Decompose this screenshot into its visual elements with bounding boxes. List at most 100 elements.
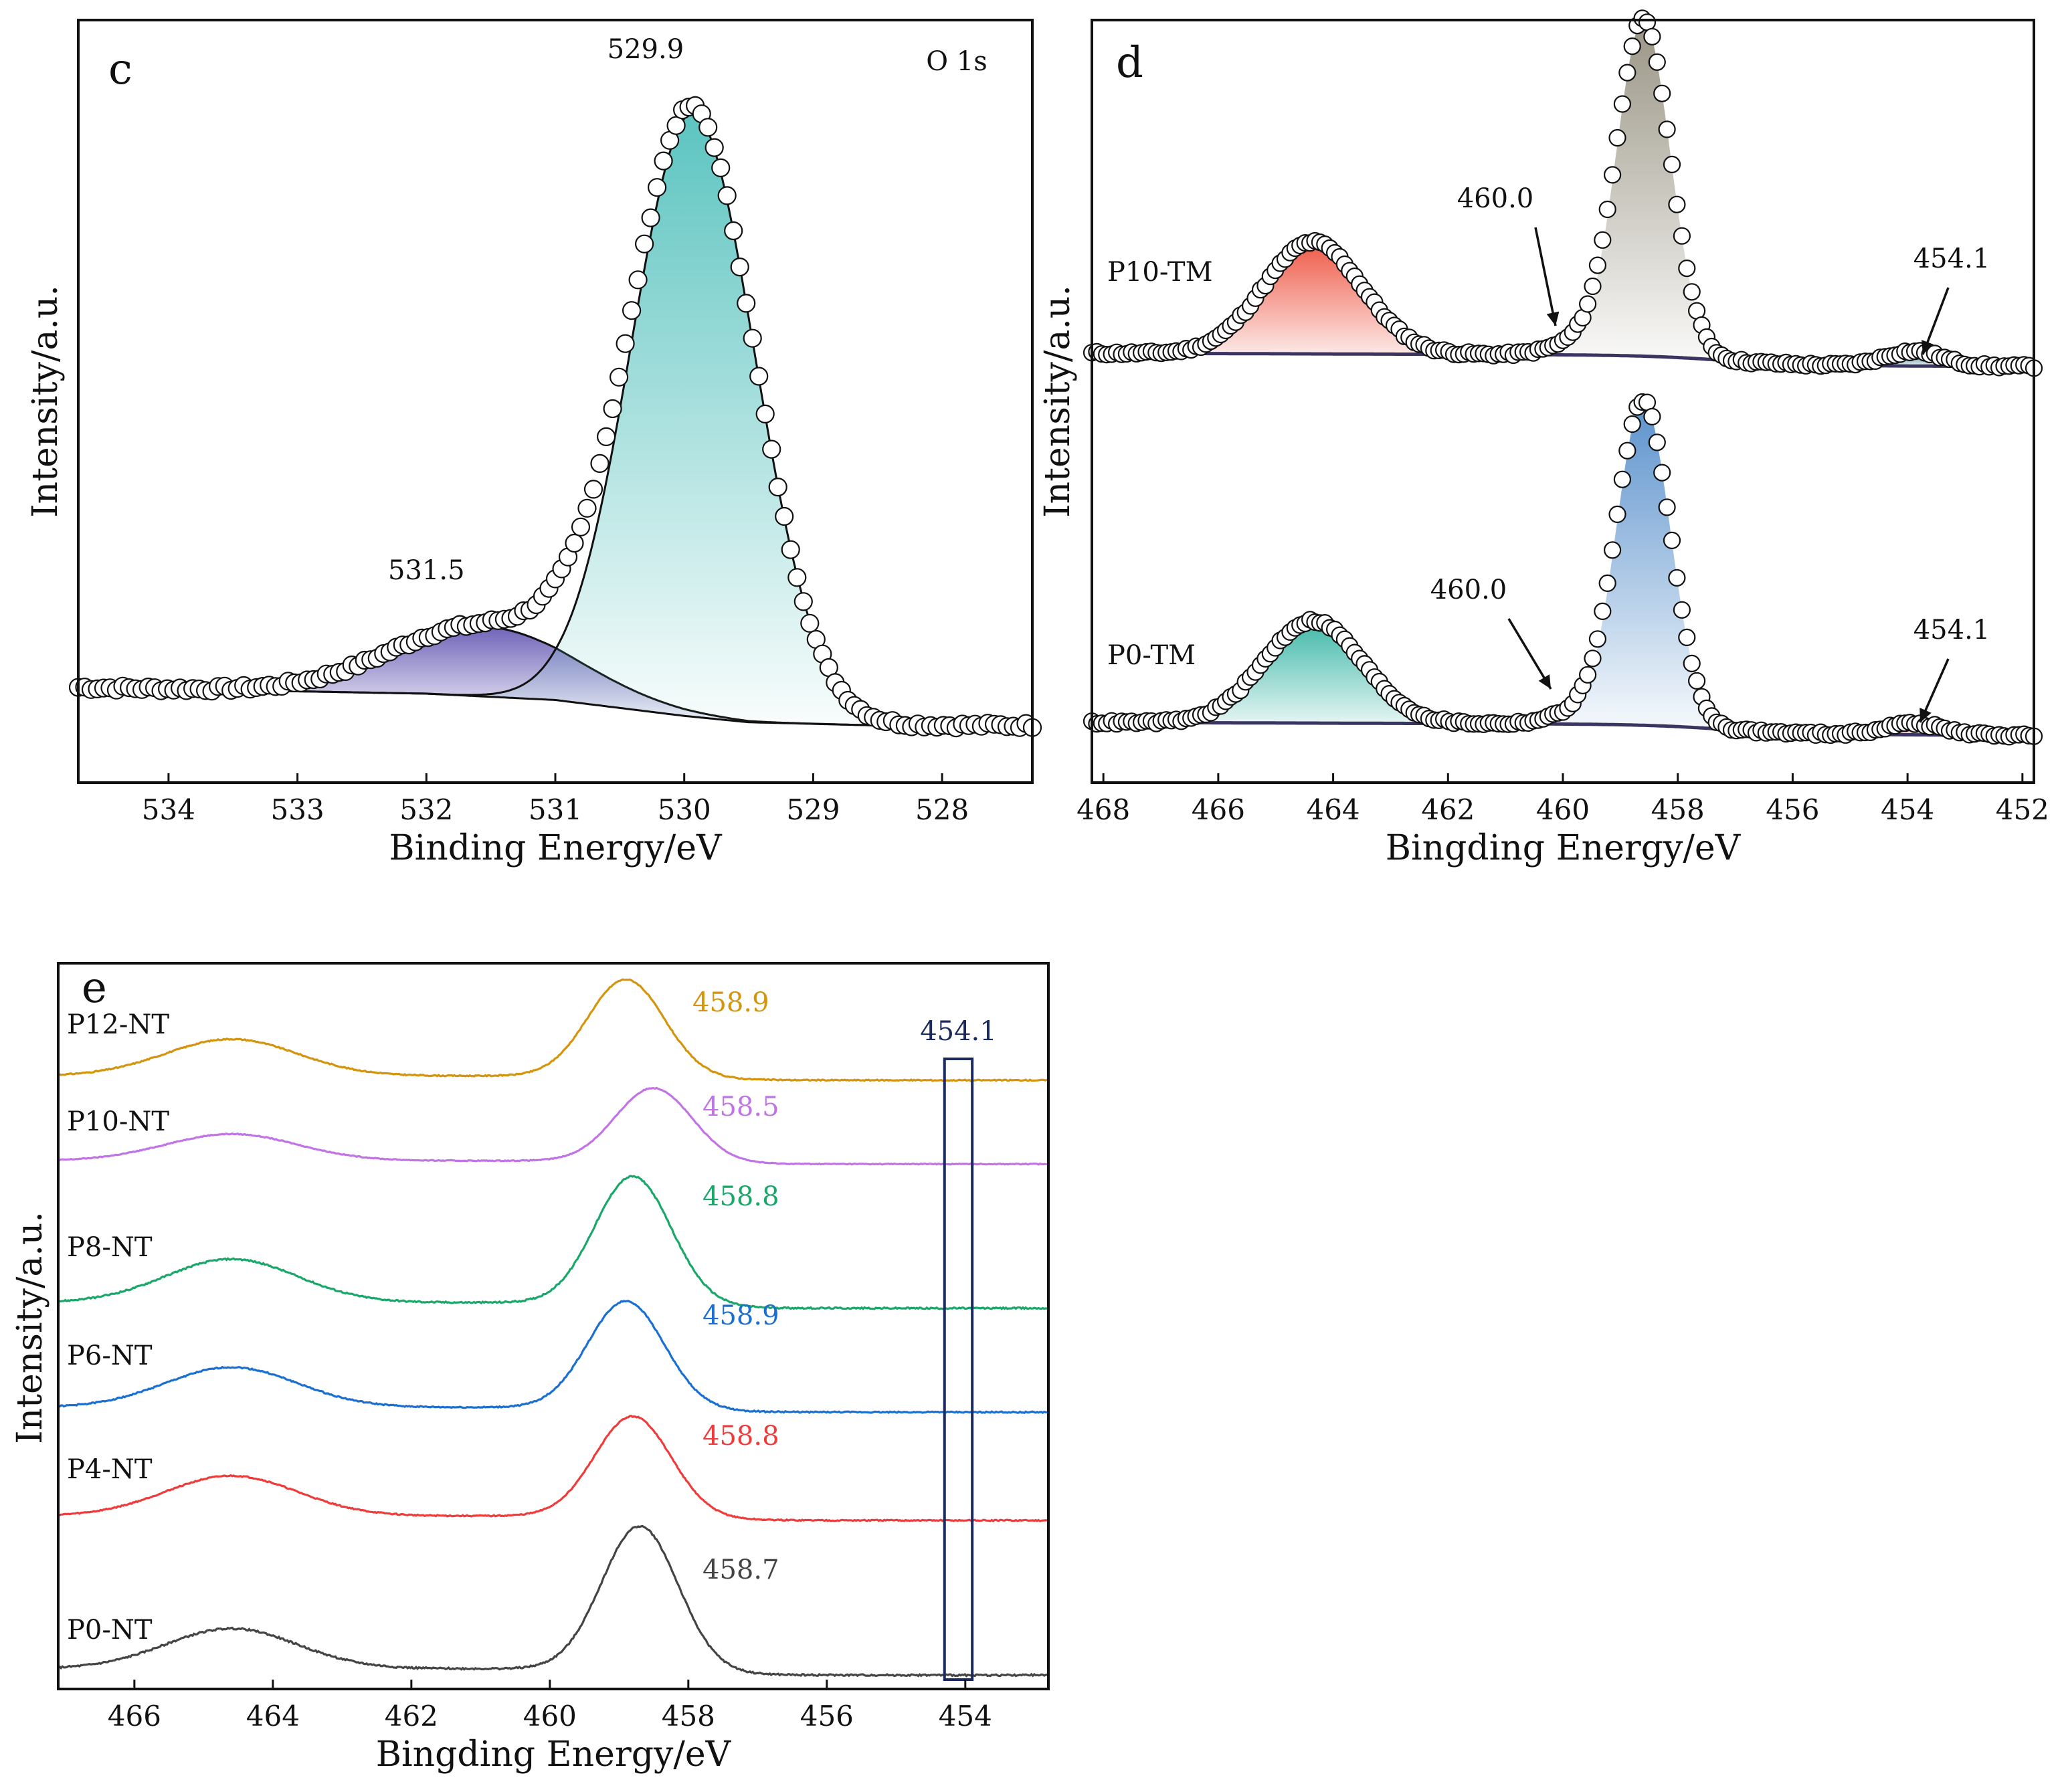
panel-c-data-point — [634, 234, 654, 254]
panel-d-data-point — [1663, 531, 1681, 550]
panel-c-title: O 1s — [926, 46, 987, 77]
panel-d-data-point — [1658, 120, 1676, 138]
panel-d-arrow-head — [1919, 708, 1932, 722]
panel-d-data-point — [1678, 628, 1696, 647]
panel-c-data-point — [565, 533, 584, 553]
panel-e-peak-label: 458.9 — [703, 1300, 779, 1331]
panel-d-annotation-arrow — [1534, 227, 1557, 326]
panel-c-peak-label: 531.5 — [388, 555, 465, 586]
panel-d-annotation-label: 460.0 — [1457, 183, 1534, 214]
panel-d-letter: d — [1116, 38, 1143, 88]
panel-d-data-point — [1673, 601, 1691, 619]
panel-e-xtick-label: 464 — [246, 1700, 300, 1732]
panel-d-data-point — [1623, 415, 1641, 433]
panel-c-data-point — [583, 480, 603, 499]
panel-d-xtick-label: 460 — [1536, 793, 1590, 826]
panel-d-peak-fill — [1092, 621, 2034, 736]
panel-c-data-point — [705, 138, 724, 157]
panel-e-highlight-label: 454.1 — [920, 1016, 997, 1047]
panel-e-xtick-label: 454 — [939, 1700, 992, 1732]
panel-c-data-point — [730, 258, 749, 277]
panel-d-annotation-label: 454.1 — [1913, 243, 1990, 274]
panel-e-peak-label: 458.9 — [692, 987, 769, 1018]
panel-e-peak-label: 458.7 — [703, 1555, 779, 1585]
panel-c-data-point — [768, 477, 787, 497]
panel-c-data-point — [654, 151, 673, 171]
panel-e-series-label: P12-NT — [67, 1009, 169, 1040]
panel-c-data-point — [781, 540, 800, 559]
panel-d-data-point — [1598, 574, 1616, 593]
panel-d-data-point — [1608, 505, 1626, 524]
panel-e-series-line-P4-NT — [58, 1415, 1049, 1522]
panel-d-xtick-label: 454 — [1881, 793, 1934, 826]
panel-d-frame — [1091, 19, 2035, 784]
panel-c-xtick-label: 532 — [399, 793, 453, 826]
panel-d-series-label: P0-TM — [1107, 640, 1196, 671]
panel-d-data-point — [1604, 166, 1622, 184]
panel-e-series-label: P10-NT — [67, 1106, 169, 1137]
panel-d-data-point — [1579, 295, 1597, 313]
panel-e-series-label: P6-NT — [67, 1340, 153, 1371]
panel-c-data-point — [628, 270, 648, 290]
panel-d-data-point — [1588, 256, 1606, 274]
panel-c-xtick-label: 533 — [271, 793, 324, 826]
panel-d-xtick-label: 462 — [1421, 793, 1475, 826]
panel-c-data-point — [775, 506, 794, 526]
panel-d-data-point — [1584, 650, 1602, 668]
panel-c-data-point — [724, 221, 743, 241]
panel-c-data-point — [590, 454, 610, 474]
panel-d-data-point — [1648, 433, 1666, 452]
panel-d-data-point — [1613, 95, 1631, 113]
panel-e-xtick-label: 456 — [800, 1700, 854, 1732]
panel-c-data-point — [641, 208, 660, 227]
panel-c-component-fill-529.9 — [78, 113, 1032, 726]
panel-e-xtick-label: 462 — [385, 1700, 438, 1732]
panel-d-data-point — [1653, 84, 1671, 102]
panel-c-data-point — [647, 178, 667, 197]
panel-c-data-point — [616, 334, 635, 353]
panel-d-data-point — [1643, 407, 1661, 426]
panel-d-data-point — [1668, 569, 1686, 587]
panel-d-data-point — [1618, 64, 1636, 82]
panel-d-data-point — [1678, 260, 1696, 278]
panel-c-letter: c — [108, 45, 132, 94]
panel-c-data-point — [596, 427, 616, 447]
panel-e-peak-label: 458.8 — [703, 1181, 779, 1212]
panel-d-data-point — [1643, 27, 1661, 45]
panel-d-data-point — [1594, 231, 1612, 249]
panel-d-xtick-label: 452 — [1996, 793, 2049, 826]
panel-d-data-point — [1579, 666, 1597, 684]
panel-e-peak-label: 458.8 — [703, 1421, 779, 1452]
panel-c-data-point — [622, 301, 642, 320]
panel-c-data-point — [666, 116, 686, 135]
panel-d-data-point — [1623, 37, 1641, 56]
panel-c-data-point — [609, 367, 629, 387]
panel-e-ylabel: Intensity/a.u. — [10, 1211, 50, 1444]
panel-e-series-line-P0-NT — [58, 1524, 1049, 1678]
panel-d-data-point — [1658, 498, 1676, 516]
panel-d-arrow-head — [1538, 674, 1551, 689]
panel-d-xtick-label: 456 — [1766, 793, 1819, 826]
panel-d-annotation-label: 460.0 — [1430, 575, 1507, 605]
panel-e-series-label: P8-NT — [67, 1232, 153, 1263]
panel-c-xtick-label: 531 — [529, 793, 582, 826]
panel-c-xtick-label: 534 — [142, 793, 195, 826]
panel-d-ylabel: Intensity/a.u. — [1038, 285, 1078, 518]
panel-e-series-label: P4-NT — [67, 1454, 153, 1485]
panel-c-ylabel: Intensity/a.u. — [25, 285, 66, 518]
panel-d-data-point — [1608, 128, 1626, 147]
panel-d-xtick-label: 464 — [1306, 793, 1360, 826]
panel-d-data-point — [1584, 277, 1602, 296]
panel-c-data-point — [787, 568, 807, 587]
panel-d-annotation-label: 454.1 — [1913, 615, 1990, 645]
panel-e-series-line-P10-NT — [58, 1086, 1049, 1166]
panel-e-series-line-P6-NT — [58, 1300, 1049, 1415]
panel-c-component-curve-529.9 — [78, 112, 1032, 726]
panel-c-xtick-label: 530 — [658, 793, 711, 826]
panel-d-data-point — [1653, 464, 1671, 482]
panel-d-xlabel: Bingding Energy/eV — [1386, 828, 1742, 868]
panel-d-xtick-label: 466 — [1192, 793, 1245, 826]
panel-c-data-point — [749, 367, 769, 386]
panel-e: P12-NT 458.9 P10-NT 458.5 P8-NT 458.8 P6-NT 458… — [10, 962, 1050, 1775]
panel-d: P10-TM 460.0 454.1 P0-TM 460.0 454.1 468 466 46… — [1038, 9, 2049, 868]
